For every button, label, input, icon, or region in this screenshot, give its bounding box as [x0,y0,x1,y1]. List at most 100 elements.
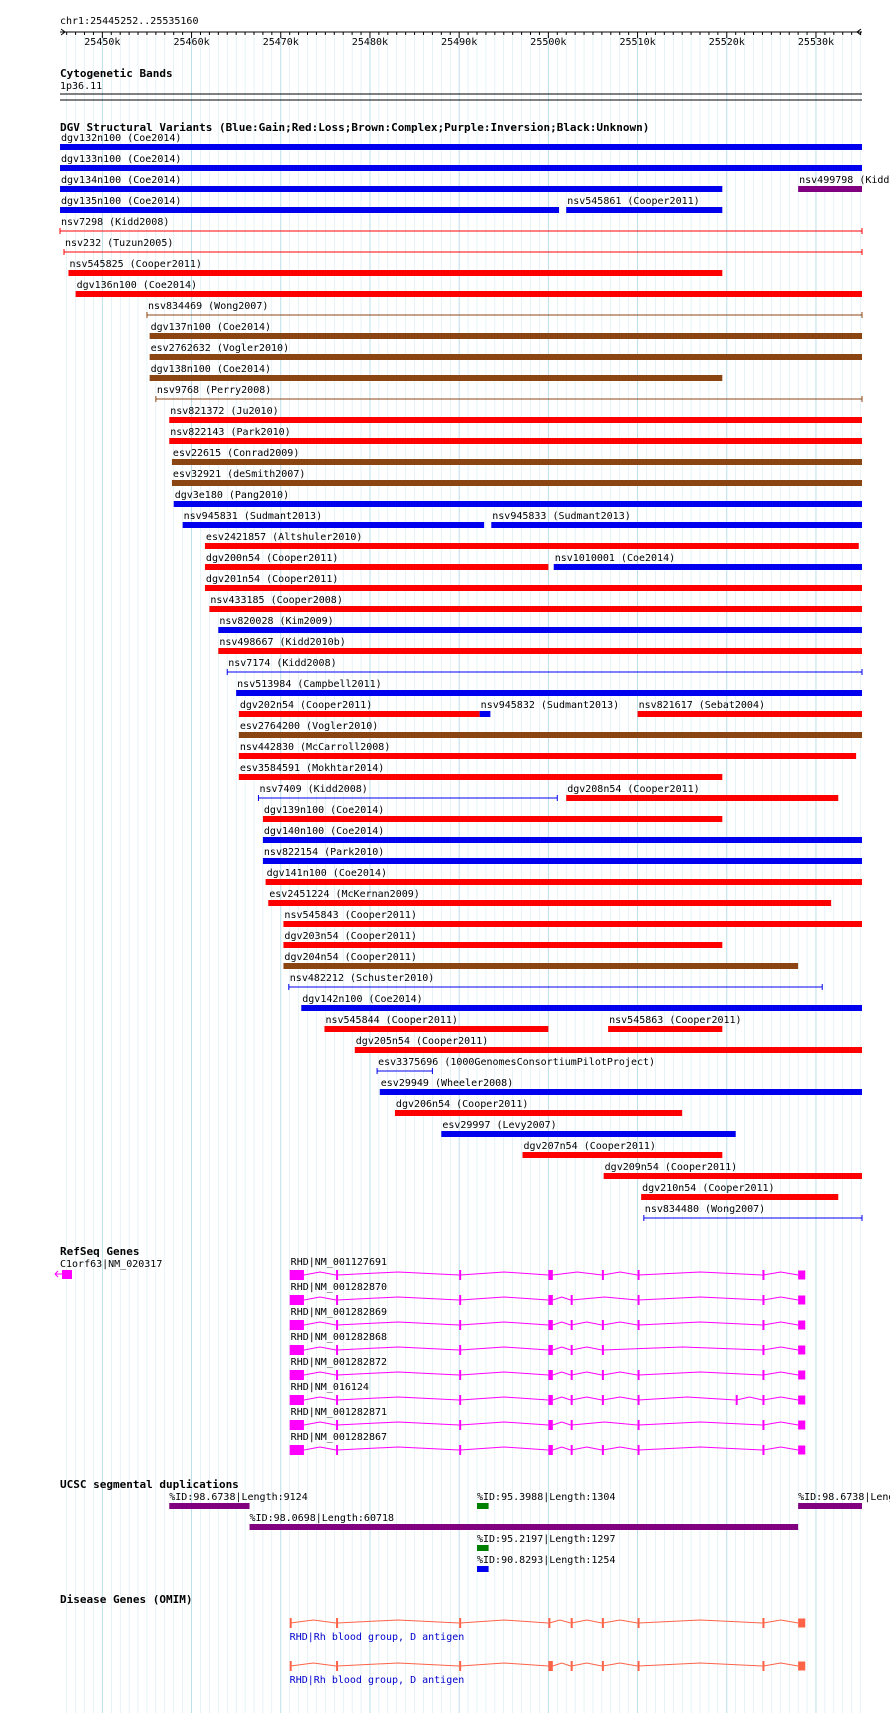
dgv-feature-bar [641,1194,839,1200]
dgv-feature-label: nsv945833 (Sudmant2013) [492,511,630,522]
refseq-exon [637,1320,640,1330]
refseq-exon [798,1345,806,1355]
dgv-feature-label: dgv207n54 (Cooper2011) [523,1141,655,1152]
dgv-feature-bar [149,354,862,360]
ruler-tick-label: 25530k [798,37,834,48]
refseq-exon [289,1395,304,1405]
ruler-location: chr1:25445252..25535160 [60,16,198,27]
refseq-exon [548,1370,553,1380]
ruler-tick-label: 25450k [84,37,120,48]
dgv-feature-label: dgv137n100 (Coe2014) [151,322,271,333]
omim-gene-exon [289,1661,292,1671]
refseq-exon [289,1320,304,1330]
dgv-feature-bar [68,270,723,276]
omim-features: RHD|Rh blood group, D antigen RHD|Rh bloo… [289,1618,806,1686]
dgv-feature-bar [354,1047,862,1053]
refseq-transcript-label: RHD|NM_001282869 [291,1307,387,1318]
refseq-exon [601,1270,604,1280]
omim-gene-intron [549,1619,571,1624]
refseq-intron [763,1371,799,1376]
ruler-tick-label: 25460k [173,37,209,48]
dgv-feature-label: dgv208n54 (Cooper2011) [567,784,699,795]
refseq-intron [638,1396,736,1401]
omim-gene-exon [798,1618,806,1628]
refseq-intron [638,1271,763,1276]
dgv-features: dgv132n100 (Coe2014) dgv133n100 (Coe2014)… [59,133,890,1221]
dgv-feature-label: nsv9768 (Perry2008) [157,385,271,396]
omim-gene-intron [336,1619,460,1624]
refseq-exon [570,1395,573,1405]
refseq-intron [602,1371,638,1376]
refseq-intron [552,1446,571,1451]
refseq-intron [571,1296,638,1301]
refseq-intron [763,1421,799,1426]
refseq-intron [303,1296,337,1301]
refseq-exon [601,1345,604,1355]
dgv-feature-label: nsv821617 (Sebat2004) [639,700,765,711]
refseq-intron [763,1296,799,1301]
cytoband-track: Cytogenetic Bands 1p36.11 [60,67,862,101]
dgv-feature-bar [169,417,862,423]
dgv-feature-bar [204,585,862,591]
dgv-feature-bar [204,564,549,570]
dgv-feature-bar [566,795,839,801]
refseq-exon [548,1420,553,1430]
omim-gene-exon [548,1618,551,1628]
refseq-intron [336,1321,460,1326]
dgv-feature-bar [60,186,723,192]
refseq-exon [289,1370,304,1380]
refseq-intron [552,1421,571,1426]
dgv-feature-label: nsv545825 (Cooper2011) [69,259,201,270]
dgv-feature-bar [566,207,723,213]
dgv-feature-label: nsv482212 (Schuster2010) [290,973,435,984]
refseq-transcript-label: RHD|NM_001282868 [291,1332,387,1343]
refseq-exon [601,1370,604,1380]
dgv-feature-label: dgv142n100 (Coe2014) [302,994,422,1005]
refseq-exon [548,1395,553,1405]
dgv-feature-label: dgv132n100 (Coe2014) [61,133,181,144]
dgv-feature-bar [149,375,723,381]
omim-gene-exon [289,1618,292,1628]
segdup-label: %ID:98.0698|Length:60718 [250,1513,395,1524]
refseq-exon [637,1270,640,1280]
dgv-feature-bar [522,1152,723,1158]
omim-gene-exon [601,1618,604,1628]
refseq-track: RefSeq Genes C1orf63|NM_020317 RHD|NM_001… [54,1245,806,1455]
dgv-track: DGV Structural Variants (Blue:Gain;Red:L… [59,121,890,1221]
refseq-intron [763,1271,799,1276]
refseq-exon [336,1445,339,1455]
dgv-feature-bar [324,1026,549,1032]
refseq-intron [303,1321,337,1326]
ruler-tick-label: 25500k [530,37,566,48]
refseq-intron [336,1421,460,1426]
omim-gene-exon [637,1618,640,1628]
refseq-exon [548,1445,553,1455]
refseq-exon [570,1445,573,1455]
refseq-intron [552,1396,571,1401]
dgv-feature-label: nsv945832 (Sudmant2013) [481,700,619,711]
dgv-feature-label: nsv820028 (Kim2009) [219,616,333,627]
refseq-intron [552,1346,571,1351]
dgv-feature-label: esv32921 (deSmith2007) [173,469,305,480]
refseq-exon [289,1295,304,1305]
dgv-feature-bar [262,816,723,822]
omim-gene-exon [762,1661,765,1671]
dgv-feature-bar [238,711,480,717]
dgv-feature-bar [60,165,862,171]
refseq-exon [798,1420,806,1430]
refseq-intron [571,1421,638,1426]
refseq-intron [602,1396,638,1401]
refseq-intron [552,1296,571,1301]
refseq-intron [552,1371,571,1376]
dgv-feature-label: esv3584591 (Mokhtar2014) [240,763,385,774]
refseq-exon [601,1320,604,1330]
omim-gene-intron [638,1619,763,1624]
refseq-intron [638,1446,763,1451]
refseq-exon [570,1320,573,1330]
refseq-intron [303,1421,337,1426]
refseq-intron [552,1271,602,1276]
refseq-exon [762,1345,765,1355]
cytoband-name: 1p36.11 [60,81,102,92]
dgv-feature-label: nsv821372 (Ju2010) [170,406,278,417]
